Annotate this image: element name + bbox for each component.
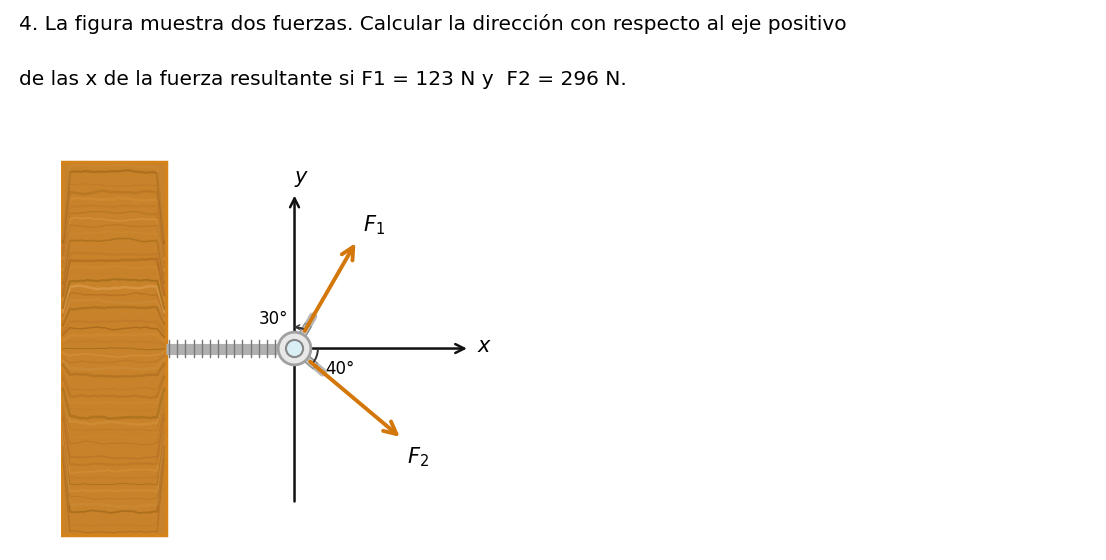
- Bar: [303, 354, 317, 368]
- Text: $F_1$: $F_1$: [363, 213, 385, 237]
- Bar: [299, 323, 311, 339]
- Text: $F_2$: $F_2$: [407, 446, 428, 469]
- Text: $x$: $x$: [477, 337, 492, 356]
- Bar: [61, 162, 166, 535]
- Circle shape: [286, 340, 303, 357]
- Circle shape: [279, 332, 311, 365]
- Text: 40°: 40°: [325, 360, 354, 378]
- Text: $y$: $y$: [294, 169, 309, 189]
- Text: 30°: 30°: [259, 310, 288, 328]
- Text: 4. La figura muestra dos fuerzas. Calcular la dirección con respecto al eje posi: 4. La figura muestra dos fuerzas. Calcul…: [19, 14, 846, 34]
- Text: de las x de la fuerza resultante si F1 = 123 N y  F2 = 296 N.: de las x de la fuerza resultante si F1 =…: [19, 70, 627, 89]
